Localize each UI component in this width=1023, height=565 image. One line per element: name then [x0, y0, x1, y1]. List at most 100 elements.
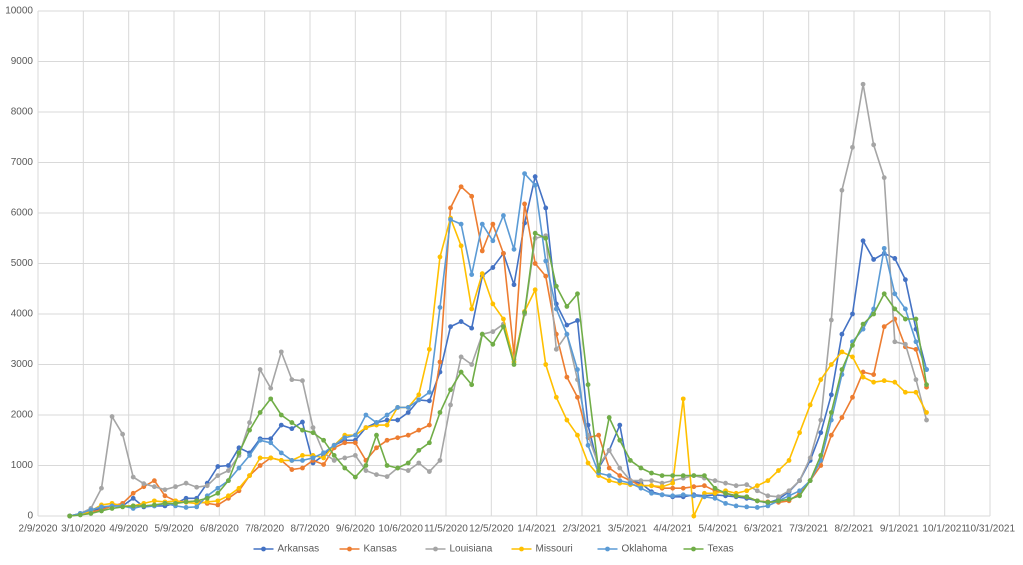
data-point — [342, 465, 348, 471]
data-point — [860, 238, 866, 244]
data-point — [183, 505, 189, 510]
data-point — [850, 342, 855, 348]
series-line — [69, 185, 928, 517]
data-point — [194, 484, 200, 490]
data-point — [776, 468, 781, 473]
data-point — [575, 394, 580, 400]
data-point — [680, 492, 686, 498]
data-point — [881, 378, 887, 384]
data-point — [828, 392, 834, 398]
data-point — [257, 437, 263, 443]
data-point — [744, 488, 750, 494]
x-tick-label: 12/5/2020 — [469, 524, 514, 535]
y-tick-label: 1000 — [11, 460, 34, 471]
data-point — [479, 221, 485, 227]
data-point — [490, 221, 496, 227]
data-point — [860, 374, 866, 380]
data-point — [712, 495, 718, 501]
legend-marker — [433, 546, 438, 552]
x-tick-label: 8/2/2021 — [835, 524, 874, 535]
data-point — [268, 385, 274, 391]
data-point — [278, 349, 284, 355]
data-point — [659, 480, 665, 486]
data-point — [691, 513, 697, 519]
data-point — [733, 503, 739, 509]
data-point — [130, 474, 136, 480]
data-point — [289, 420, 295, 425]
data-point — [606, 447, 612, 453]
data-point — [585, 460, 591, 466]
data-point — [278, 412, 284, 418]
data-point — [99, 508, 104, 514]
x-tick-label: 4/4/2021 — [653, 524, 692, 535]
x-tick-label: 5/9/2020 — [155, 524, 194, 535]
data-point — [511, 362, 517, 367]
data-point — [564, 417, 570, 423]
data-point — [776, 498, 781, 504]
data-point — [575, 367, 580, 372]
series-line — [69, 173, 928, 517]
data-point — [702, 490, 707, 496]
legend-label: Texas — [708, 544, 734, 555]
data-point — [670, 485, 676, 491]
data-point — [543, 235, 549, 241]
data-point — [469, 325, 475, 331]
data-point — [924, 410, 929, 415]
data-point — [543, 362, 549, 367]
data-point — [310, 425, 316, 431]
data-point — [913, 339, 919, 345]
data-point — [268, 396, 274, 402]
data-point — [416, 397, 422, 403]
data-point — [374, 472, 379, 477]
data-point — [321, 437, 326, 443]
data-point — [183, 499, 189, 505]
data-point — [839, 349, 845, 355]
data-point — [871, 257, 877, 262]
data-point — [215, 502, 221, 508]
data-point — [744, 494, 750, 500]
x-tick-label: 3/10/2020 — [61, 524, 106, 535]
data-point — [88, 507, 94, 513]
data-point — [384, 422, 390, 428]
data-point — [204, 499, 210, 505]
data-point — [141, 503, 147, 509]
data-point — [215, 473, 221, 478]
x-tick-label: 9/1/2021 — [880, 524, 919, 535]
y-tick-label: 2000 — [11, 410, 34, 421]
data-point — [342, 455, 348, 461]
data-point — [828, 362, 834, 367]
data-point — [871, 372, 877, 377]
data-point — [617, 437, 623, 443]
data-point — [405, 405, 411, 410]
legend-marker — [605, 546, 610, 552]
data-point — [828, 317, 834, 323]
data-point — [437, 359, 443, 365]
data-point — [448, 324, 453, 330]
data-point — [479, 271, 485, 276]
data-point — [627, 458, 633, 463]
data-point — [606, 473, 612, 478]
data-point — [151, 478, 157, 484]
data-point — [395, 405, 401, 410]
data-point — [828, 432, 834, 438]
data-point — [363, 425, 369, 431]
x-tick-label: 10/6/2020 — [378, 524, 423, 535]
series-line — [69, 171, 928, 517]
data-point — [871, 142, 877, 148]
series-line — [69, 231, 928, 517]
data-point — [606, 415, 612, 420]
data-point — [257, 410, 263, 415]
data-point — [532, 230, 538, 236]
data-point — [173, 500, 178, 506]
data-point — [215, 464, 221, 469]
x-tick-label: 11/5/2020 — [424, 524, 468, 535]
legend-label: Oklahoma — [622, 544, 668, 555]
data-point — [924, 417, 929, 423]
data-point — [448, 402, 453, 408]
data-point — [850, 394, 855, 400]
data-point — [469, 362, 475, 367]
data-point — [426, 440, 432, 446]
data-point — [860, 81, 866, 87]
data-point — [649, 478, 654, 484]
